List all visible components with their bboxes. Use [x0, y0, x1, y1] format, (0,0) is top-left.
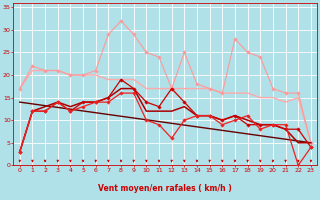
X-axis label: Vent moyen/en rafales ( km/h ): Vent moyen/en rafales ( km/h ) [99, 184, 232, 193]
